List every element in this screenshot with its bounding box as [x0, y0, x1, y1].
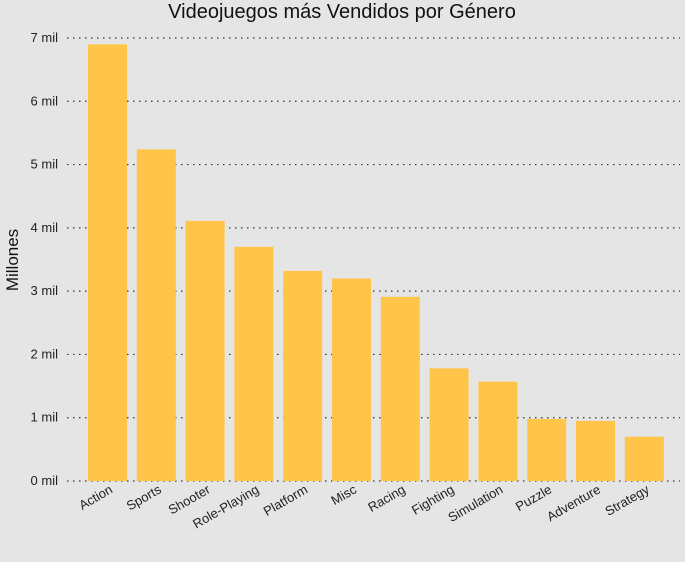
bar-action	[88, 44, 127, 481]
x-tick-label: Adventure	[544, 482, 603, 525]
chart-title: Videojuegos más Vendidos por Género	[168, 1, 516, 23]
x-tick-label: Sports	[124, 481, 164, 513]
x-tick-label: Racing	[365, 482, 408, 515]
bars	[88, 44, 664, 481]
bar-puzzle	[527, 418, 567, 481]
x-tick-label: Misc	[328, 481, 359, 508]
bar-role-playing	[234, 246, 274, 481]
y-tick-label: 5 mil	[31, 157, 59, 172]
y-tick-label: 7 mil	[31, 30, 59, 45]
y-tick-label: 4 mil	[31, 220, 59, 235]
y-tick-label: 3 mil	[31, 283, 59, 298]
y-axis-label: Millones	[3, 229, 22, 291]
y-tick-label: 6 mil	[31, 93, 59, 108]
y-tick-labels: 0 mil 1 mil 2 mil 3 mil 4 mil 5 mil 6 mil 7 mil	[31, 30, 59, 488]
y-tick-label: 0 mil	[31, 473, 59, 488]
x-tick-label: Action	[76, 482, 115, 513]
bar-fighting	[429, 368, 469, 481]
bar-sports	[136, 149, 176, 481]
bar-shooter	[185, 220, 225, 481]
bar-racing	[380, 296, 420, 481]
x-tick-label: Platform	[261, 482, 310, 519]
bar-misc	[332, 278, 371, 481]
x-tick-label: Simulation	[445, 482, 505, 525]
x-tick-label: Strategy	[602, 481, 652, 518]
y-tick-label: 1 mil	[31, 410, 59, 425]
y-tick-label: 2 mil	[31, 346, 59, 361]
bar-simulation	[478, 381, 518, 481]
bar-adventure	[576, 420, 615, 481]
bar-strategy	[624, 436, 664, 481]
bar-platform	[283, 270, 323, 481]
